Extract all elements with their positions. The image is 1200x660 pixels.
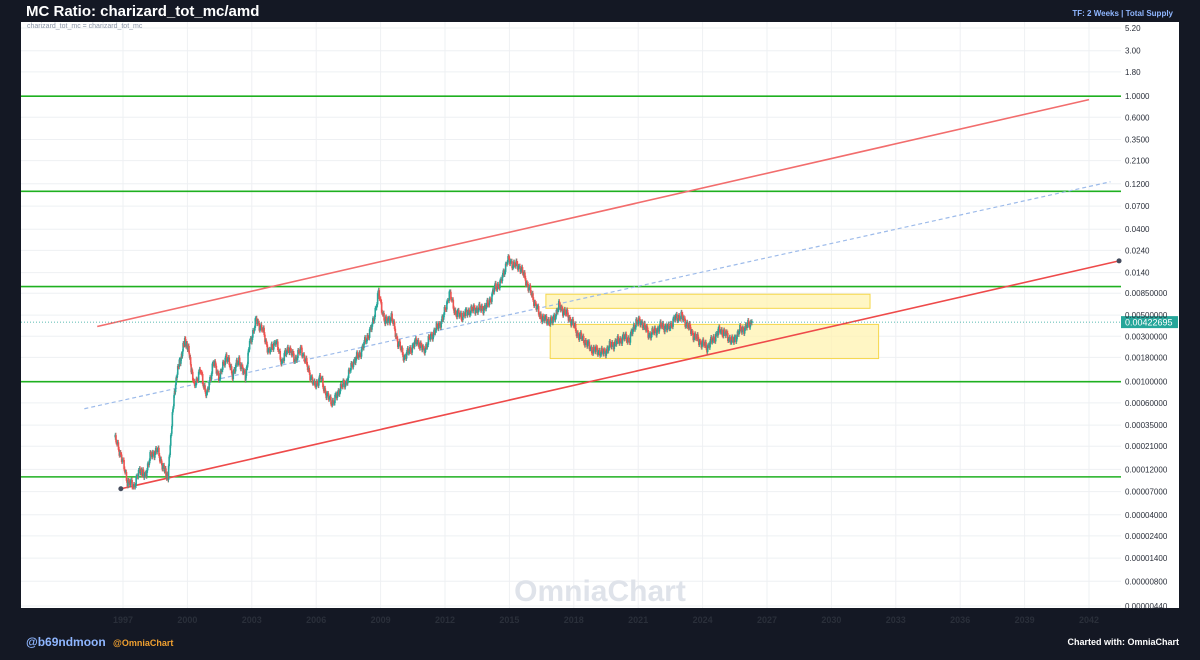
- y-tick-label-13: 0.00500000: [1125, 311, 1168, 320]
- x-tick-label-8: 2021: [628, 615, 648, 625]
- timeframe-label: TF: 2 Weeks | Total Supply: [1072, 9, 1173, 18]
- y-tick-label-9: 0.0400: [1125, 225, 1150, 234]
- author-handle[interactable]: @b69ndmoon: [26, 635, 106, 649]
- x-tick-label-15: 2042: [1079, 615, 1099, 625]
- x-tick-label-5: 2012: [435, 615, 455, 625]
- chart-credit: Charted with: OmniaChart: [1067, 637, 1179, 647]
- last-price-badge[interactable]: [1121, 316, 1178, 329]
- x-tick-label-3: 2006: [306, 615, 326, 625]
- y-tick-label-0: 5.20: [1125, 24, 1141, 33]
- x-tick-label-1: 2000: [177, 615, 197, 625]
- brand-handle[interactable]: @OmniaChart: [113, 638, 174, 648]
- x-tick-label-7: 2018: [564, 615, 584, 625]
- y-tick-label-11: 0.0140: [1125, 269, 1150, 278]
- y-tick-label-12: 0.00850000: [1125, 289, 1168, 298]
- y-tick-label-8: 0.0700: [1125, 202, 1150, 211]
- y-tick-label-18: 0.00035000: [1125, 421, 1168, 430]
- x-tick-label-13: 2036: [950, 615, 970, 625]
- channel-mid-line[interactable]: [84, 181, 1111, 410]
- y-tick-label-19: 0.00021000: [1125, 442, 1168, 451]
- x-tick-label-11: 2030: [821, 615, 841, 625]
- y-tick-label-7: 0.1200: [1125, 180, 1150, 189]
- price-axis-panel[interactable]: [1121, 22, 1179, 608]
- x-tick-label-2: 2003: [242, 615, 262, 625]
- chart-watermark: OmniaChart: [514, 575, 686, 608]
- channel-anchor-start[interactable]: [118, 486, 124, 492]
- x-tick-label-9: 2024: [693, 615, 713, 625]
- page-title: MC Ratio: charizard_tot_mc/amd: [26, 3, 260, 20]
- last-price-label: 0.00422695: [1125, 318, 1173, 328]
- y-tick-label-20: 0.00012000: [1125, 465, 1168, 474]
- y-tick-label-16: 0.00100000: [1125, 378, 1168, 387]
- channel-anchor-end[interactable]: [1116, 258, 1122, 264]
- x-tick-label-4: 2009: [371, 615, 391, 625]
- y-tick-label-23: 0.00002400: [1125, 532, 1168, 541]
- channel-lower-line[interactable]: [120, 260, 1120, 490]
- x-tick-label-0: 1997: [113, 615, 133, 625]
- footer-handles: @b69ndmoon @OmniaChart: [26, 635, 173, 649]
- y-tick-label-26: 0.00000440: [1125, 602, 1168, 611]
- y-tick-label-24: 0.00001400: [1125, 554, 1168, 563]
- y-tick-label-5: 0.3500: [1125, 136, 1150, 145]
- y-tick-label-4: 0.6000: [1125, 113, 1150, 122]
- chart-subtitle: charizard_tot_mc = charizard_tot_mc: [27, 23, 143, 30]
- y-tick-label-22: 0.00004000: [1125, 511, 1168, 520]
- y-tick-label-3: 1.0000: [1125, 92, 1150, 101]
- x-tick-label-6: 2015: [499, 615, 519, 625]
- channel-upper-line[interactable]: [97, 98, 1090, 328]
- y-tick-label-17: 0.00060000: [1125, 399, 1168, 408]
- y-tick-label-14: 0.00300000: [1125, 332, 1168, 341]
- y-tick-label-2: 1.80: [1125, 68, 1141, 77]
- support-zone-0[interactable]: [545, 293, 871, 309]
- x-tick-label-12: 2033: [886, 615, 906, 625]
- x-tick-label-14: 2039: [1015, 615, 1035, 625]
- y-tick-label-25: 0.00000800: [1125, 577, 1168, 586]
- y-tick-label-10: 0.0240: [1125, 246, 1150, 255]
- y-tick-label-6: 0.2100: [1125, 157, 1150, 166]
- y-tick-label-15: 0.00180000: [1125, 353, 1168, 362]
- x-tick-label-10: 2027: [757, 615, 777, 625]
- y-tick-label-1: 3.00: [1125, 47, 1141, 56]
- y-tick-label-21: 0.00007000: [1125, 488, 1168, 497]
